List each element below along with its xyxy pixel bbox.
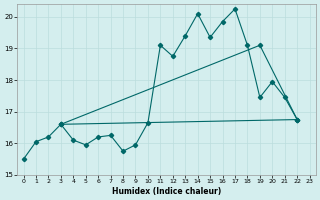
X-axis label: Humidex (Indice chaleur): Humidex (Indice chaleur) [112,187,221,196]
